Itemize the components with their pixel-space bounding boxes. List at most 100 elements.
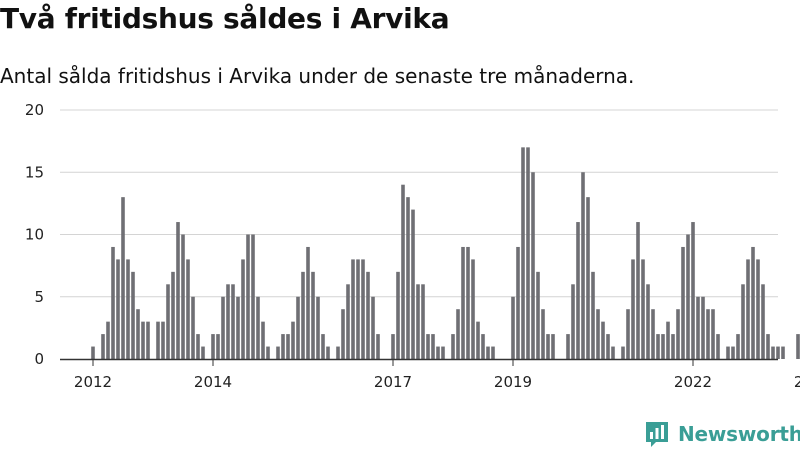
- bar: [651, 309, 655, 359]
- bar: [701, 296, 705, 359]
- bar: [756, 259, 760, 359]
- bar: [221, 296, 225, 359]
- bar: [566, 334, 570, 359]
- bar: [761, 284, 765, 359]
- bar: [796, 334, 800, 359]
- y-axis-tick-labels: 0 5 10 15 20: [25, 101, 44, 368]
- x-tick-label: 2024: [794, 373, 800, 391]
- bar: [321, 334, 325, 359]
- bar: [676, 309, 680, 359]
- x-axis-tick-labels: 2012 2014 2017 2019 2022 2024: [74, 360, 800, 391]
- bar: [666, 321, 670, 359]
- bar: [281, 334, 285, 359]
- grid-lines: [60, 109, 778, 298]
- bar: [546, 334, 550, 359]
- bar: [591, 271, 595, 359]
- bar: [516, 246, 520, 359]
- bar: [691, 222, 695, 359]
- bar: [426, 334, 430, 359]
- bar: [191, 296, 195, 359]
- bar: [196, 334, 200, 359]
- bar: [481, 334, 485, 359]
- bar: [336, 346, 340, 359]
- bar: [436, 346, 440, 359]
- bar: [261, 321, 265, 359]
- bar: [346, 284, 350, 359]
- bar: [341, 309, 345, 359]
- bar: [486, 346, 490, 359]
- bar: [751, 246, 755, 359]
- bar: [251, 234, 255, 359]
- bar: [246, 234, 250, 359]
- bar: [736, 334, 740, 359]
- bar: [681, 246, 685, 359]
- bar: [726, 346, 730, 359]
- bar: [581, 172, 585, 359]
- bar: [621, 346, 625, 359]
- bar: [311, 271, 315, 359]
- bar: [361, 259, 365, 359]
- bar: [241, 259, 245, 359]
- bar: [461, 246, 465, 359]
- bar: [536, 271, 540, 359]
- bar: [326, 346, 330, 359]
- bar: [116, 259, 120, 359]
- bar: [396, 271, 400, 359]
- bar-chart-speech-bubble-icon: [646, 422, 668, 447]
- bar: [661, 334, 665, 359]
- bar: [771, 346, 775, 359]
- bar: [491, 346, 495, 359]
- bar: [186, 259, 190, 359]
- bar: [466, 246, 470, 359]
- bar: [366, 271, 370, 359]
- bar: [411, 209, 415, 359]
- bar: [716, 334, 720, 359]
- brand-logo: Newsworthy: [644, 420, 800, 448]
- x-tick-label: 2014: [194, 373, 232, 391]
- bar: [301, 271, 305, 359]
- bar: [531, 172, 535, 359]
- bar: [641, 259, 645, 359]
- bar: [161, 321, 165, 359]
- bar: [606, 334, 610, 359]
- bar: [291, 321, 295, 359]
- bar: [201, 346, 205, 359]
- bar: [376, 334, 380, 359]
- bar: [526, 147, 530, 359]
- y-tick-label: 5: [34, 288, 44, 306]
- x-tick-label: 2019: [494, 373, 532, 391]
- bar: [586, 197, 590, 359]
- bar: [141, 321, 145, 359]
- bar: [456, 309, 460, 359]
- chart-title: Två fritidshus såldes i Arvika: [0, 2, 450, 35]
- bar: [166, 284, 170, 359]
- bar: [601, 321, 605, 359]
- bar: [431, 334, 435, 359]
- chart-subtitle: Antal sålda fritidshus i Arvika under de…: [0, 64, 635, 88]
- brand-name: Newsworthy: [678, 422, 800, 446]
- bar: [156, 321, 160, 359]
- bar: [306, 246, 310, 359]
- bar: [216, 334, 220, 359]
- bar: [256, 296, 260, 359]
- bar: [656, 334, 660, 359]
- y-tick-label: 0: [34, 350, 44, 368]
- y-tick-label: 20: [25, 101, 44, 119]
- bar: [706, 309, 710, 359]
- bar: [611, 346, 615, 359]
- bar: [711, 309, 715, 359]
- bar: [441, 346, 445, 359]
- bar: [111, 246, 115, 359]
- bar: [511, 296, 515, 359]
- bar: [121, 197, 125, 359]
- bar: [236, 296, 240, 359]
- bar: [171, 271, 175, 359]
- bar: [401, 184, 405, 359]
- bar: [391, 334, 395, 359]
- x-tick-label: 2017: [374, 373, 412, 391]
- x-tick-label: 2012: [74, 373, 112, 391]
- bar: [106, 321, 110, 359]
- bar: [316, 296, 320, 359]
- bar: [416, 284, 420, 359]
- bar: [576, 222, 580, 359]
